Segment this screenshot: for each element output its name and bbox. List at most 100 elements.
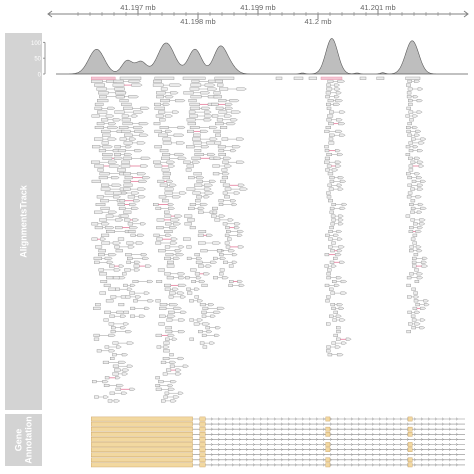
read-mate <box>201 145 210 149</box>
read-pair <box>159 183 177 187</box>
read-mate <box>214 333 220 337</box>
read <box>160 399 166 403</box>
read-pair <box>91 179 101 183</box>
read-pair <box>124 268 141 272</box>
strand-chevron <box>217 458 220 462</box>
read <box>189 202 197 206</box>
read-mate <box>131 191 140 195</box>
read-mate <box>338 222 344 226</box>
read <box>96 195 104 199</box>
read-pair <box>186 245 192 249</box>
strand-chevron <box>322 432 325 436</box>
exon <box>90 437 193 442</box>
read-pair <box>162 172 172 176</box>
read-pair <box>156 95 174 99</box>
read-pair <box>112 79 141 83</box>
read-mate <box>414 79 421 83</box>
read-pair <box>211 114 233 118</box>
read <box>94 260 100 264</box>
read-mate <box>236 87 247 91</box>
strand-chevron <box>252 453 255 457</box>
read <box>329 287 334 291</box>
read-mate <box>197 206 205 210</box>
read-pair <box>94 102 104 106</box>
strand-chevron <box>210 422 213 426</box>
strand-chevron <box>329 448 332 452</box>
strand-chevron <box>357 463 360 467</box>
read-pair <box>162 137 172 141</box>
read <box>155 384 161 388</box>
strand-chevron <box>308 422 311 426</box>
strand-chevron <box>357 427 360 431</box>
read <box>189 106 200 110</box>
read-pair <box>191 280 206 284</box>
read-mate <box>125 145 132 149</box>
read-pair <box>184 214 193 218</box>
read-pair <box>119 199 141 203</box>
read <box>221 176 229 180</box>
strand-chevron <box>266 417 269 421</box>
read <box>407 310 412 314</box>
strand-chevron <box>322 448 325 452</box>
strand-chevron <box>357 458 360 462</box>
read-mate <box>418 141 425 145</box>
read-pair <box>164 187 174 191</box>
strand-chevron <box>336 422 339 426</box>
read <box>327 268 332 272</box>
read-mate <box>334 283 340 287</box>
strand-chevron <box>434 427 437 431</box>
read-mate <box>415 245 422 249</box>
read-mate <box>207 87 218 91</box>
read <box>326 349 331 353</box>
read <box>114 110 125 114</box>
strand-chevron <box>238 427 241 431</box>
read <box>199 341 205 345</box>
read-mate <box>416 249 423 253</box>
read-mate <box>105 114 115 118</box>
exon <box>90 421 193 427</box>
read-pair <box>125 295 142 299</box>
strand-chevron <box>294 417 297 421</box>
strand-chevron <box>217 437 220 441</box>
read-pair <box>408 322 421 326</box>
strand-chevron <box>280 422 283 426</box>
read <box>410 160 416 164</box>
read <box>224 187 232 191</box>
read <box>409 226 414 230</box>
read-mate <box>204 83 216 87</box>
strand-chevron <box>364 448 367 452</box>
strand-chevron <box>392 442 395 447</box>
read-pair <box>98 176 120 180</box>
read-mate <box>417 183 424 187</box>
read-mate <box>239 187 248 191</box>
read-pair <box>222 260 238 264</box>
read-mate <box>170 380 177 384</box>
strand-chevron <box>371 422 374 426</box>
read <box>116 168 126 172</box>
strand-chevron <box>392 463 395 467</box>
strand-chevron <box>301 448 304 452</box>
read-pair <box>132 280 154 284</box>
read <box>328 237 333 241</box>
strand-chevron <box>280 437 283 441</box>
read <box>160 87 168 91</box>
read <box>214 76 235 80</box>
exon <box>90 442 193 447</box>
read <box>103 384 110 388</box>
read-mate <box>194 287 200 291</box>
read <box>329 110 334 114</box>
read-mate <box>168 387 175 391</box>
coverage-y-tick-label: 50 <box>34 57 41 63</box>
read-pair <box>130 306 150 310</box>
read-pair <box>155 299 161 303</box>
read-mate <box>177 126 186 129</box>
strand-chevron <box>294 422 297 426</box>
read <box>326 272 331 276</box>
strand-chevron <box>308 442 311 447</box>
strand-chevron <box>315 448 318 452</box>
read <box>164 287 171 291</box>
read-pair <box>212 164 232 168</box>
read-mate <box>147 280 154 283</box>
exon <box>199 447 206 452</box>
